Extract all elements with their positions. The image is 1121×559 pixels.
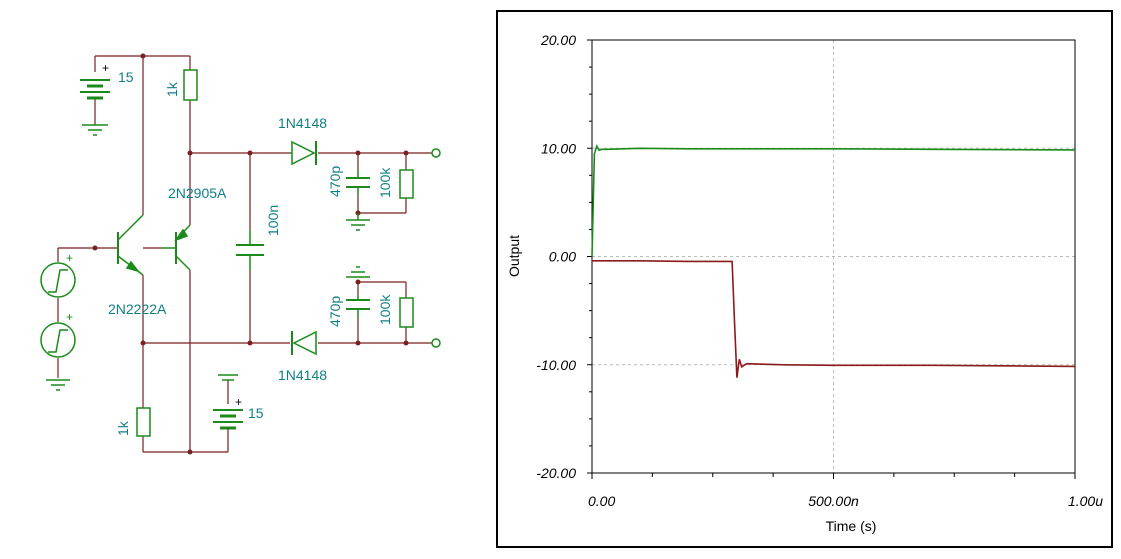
- signal-source-1: [40, 262, 76, 298]
- ground-left: [46, 379, 70, 391]
- plot-grid: [592, 40, 1075, 473]
- output-terminal-top: [431, 148, 441, 158]
- capacitor-top-out: [346, 170, 370, 195]
- x-tick-label: 0.00: [588, 493, 615, 509]
- labels: 15 1k 2N2905A 2N2222A 1N4148 1N4148 100n…: [108, 69, 393, 436]
- resistor-bottom: [136, 407, 151, 437]
- resistor-top-out: [399, 169, 414, 199]
- y-tick-labels: 20.00 10.00 0.00 -10.00 -20.00: [536, 32, 576, 481]
- label-diode-bottom: 1N4148: [278, 367, 327, 383]
- output-plot: 20.00 10.00 0.00 -10.00 -20.00 0.00 500.00n 1.…: [506, 32, 1103, 534]
- battery-top: [80, 79, 110, 136]
- battery-bottom: [213, 374, 243, 440]
- y-tick-label: 0.00: [549, 249, 576, 265]
- circuit-schematic: + + + + 15 1k 2N2905A 2N2222A 1N4148 1N4…: [40, 53, 441, 455]
- label-npn: 2N2222A: [108, 301, 167, 317]
- label-cap-mid: 100n: [265, 205, 281, 236]
- y-axis-label: Output: [506, 235, 522, 277]
- capacitor-mid: [236, 230, 264, 270]
- x-tick-labels: 0.00 500.00n 1.00u: [588, 493, 1103, 509]
- capacitor-bottom-out: [346, 295, 370, 318]
- diode-bottom: [291, 330, 317, 356]
- y-tick-label: -10.00: [536, 357, 576, 373]
- resistor-bottom-out: [399, 297, 414, 328]
- label-r-bottom: 1k: [115, 420, 131, 436]
- resistor-top: [183, 69, 198, 101]
- plot-ticks: [587, 39, 1076, 479]
- label-res-top-out: 100k: [377, 167, 393, 198]
- components: [40, 69, 441, 440]
- signal-source-2: [40, 322, 76, 358]
- ground-top-out: [346, 213, 370, 231]
- series-line-1: [591, 144, 1076, 257]
- label-battery-top: 15: [118, 69, 134, 85]
- transistor-pnp: [162, 224, 191, 271]
- label-r-top: 1k: [164, 81, 180, 97]
- label-pnp: 2N2905A: [168, 185, 227, 201]
- label-diode-top: 1N4148: [278, 115, 327, 131]
- x-tick-label: 1.00u: [1068, 493, 1103, 509]
- diode-top: [290, 140, 317, 166]
- ground-bottom-out: [346, 266, 370, 278]
- plot-series: [591, 144, 1076, 378]
- nodes: [92, 53, 409, 455]
- plot-frame: 20.00 10.00 0.00 -10.00 -20.00 0.00 500.00n 1.…: [496, 10, 1113, 548]
- y-tick-label: 20.00: [540, 32, 576, 48]
- plus-source-2: +: [66, 310, 73, 324]
- wires: [57, 55, 432, 453]
- y-tick-label: 10.00: [541, 140, 576, 156]
- x-tick-label: 500.00n: [808, 493, 859, 509]
- plus-battery-top: +: [102, 61, 109, 75]
- y-tick-label: -20.00: [536, 465, 576, 481]
- output-terminal-bottom: [431, 338, 441, 348]
- plus-signs: + + + +: [66, 61, 242, 409]
- plus-source-1: +: [66, 251, 73, 265]
- label-cap-bot: 470p: [327, 296, 343, 327]
- label-battery-bottom: 15: [248, 405, 264, 421]
- plus-battery-bottom: +: [235, 395, 242, 409]
- label-cap-top: 470p: [327, 166, 343, 197]
- series-line-2: [592, 260, 1076, 378]
- x-axis-label: Time (s): [826, 518, 877, 534]
- label-res-bot-out: 100k: [377, 294, 393, 325]
- transistor-npn: [117, 214, 162, 276]
